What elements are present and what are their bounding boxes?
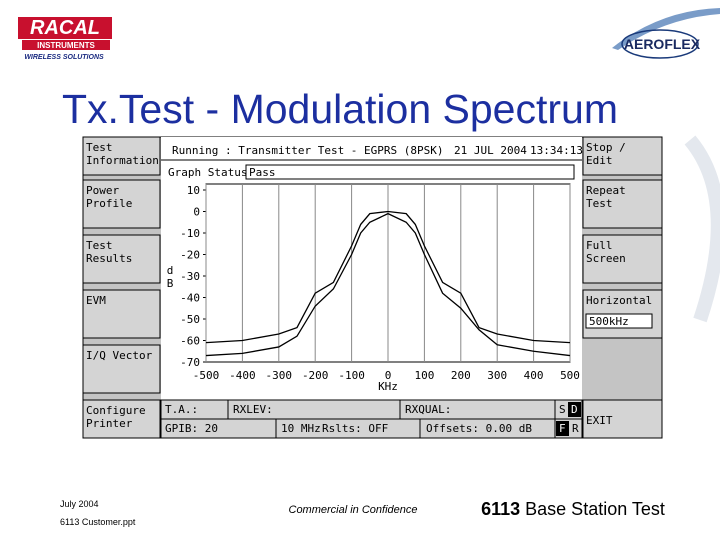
status-field bbox=[245, 164, 575, 180]
x-tick-label: -400 bbox=[229, 369, 256, 382]
horizontal-value: 500kHz bbox=[589, 315, 629, 328]
soft-key-label: Screen bbox=[586, 252, 626, 265]
x-tick-label: 400 bbox=[524, 369, 544, 382]
series-line bbox=[205, 210, 571, 344]
y-tick-label: -10 bbox=[180, 227, 200, 240]
soft-key[interactable] bbox=[582, 179, 663, 229]
soft-key-label: EVM bbox=[86, 294, 106, 307]
logo-line: WIRELESS SOLUTIONS bbox=[24, 54, 104, 61]
soft-key-label: Stop / bbox=[586, 141, 626, 154]
time: 13:34:13 bbox=[530, 144, 583, 157]
ref: 10 MHz bbox=[281, 422, 321, 435]
logo-name: AEROFLEX bbox=[624, 36, 701, 52]
x-tick-label: -100 bbox=[338, 369, 365, 382]
y-axis-label: dB bbox=[164, 264, 177, 290]
y-tick-label: 0 bbox=[193, 206, 200, 219]
soft-key-label: Test bbox=[86, 141, 113, 154]
soft-key[interactable] bbox=[82, 344, 161, 394]
soft-key[interactable] bbox=[582, 136, 663, 176]
gpib: GPIB: 20 bbox=[165, 422, 218, 435]
flag-box bbox=[568, 402, 581, 417]
series-line bbox=[205, 212, 571, 357]
slide-title: Tx.Test - Modulation Spectrum bbox=[62, 86, 618, 132]
soft-key[interactable] bbox=[82, 289, 161, 339]
status-text: Running : Transmitter Test - EGPRS (8PSK… bbox=[172, 144, 444, 157]
f-flag: F bbox=[559, 422, 566, 435]
soft-key-label: Configure bbox=[86, 404, 146, 417]
product-number: 6113 bbox=[481, 499, 520, 519]
logo-line: INSTRUMENTS bbox=[37, 41, 95, 50]
instrument-screen: Running : Transmitter Test - EGPRS (8PSK… bbox=[82, 136, 663, 439]
soft-key-label: Information bbox=[86, 154, 159, 167]
exit-key[interactable] bbox=[582, 399, 663, 439]
x-tick-label: 0 bbox=[385, 369, 392, 382]
x-tick-label: -300 bbox=[266, 369, 293, 382]
date: 21 JUL 2004 bbox=[454, 144, 527, 157]
footer-confidential: Commercial in Confidence bbox=[289, 504, 418, 516]
soft-key-label: Full bbox=[586, 239, 613, 252]
rxlev: RXLEV: bbox=[233, 403, 273, 416]
soft-key-label: Results bbox=[86, 252, 132, 265]
graph-status-label: Graph Status bbox=[168, 166, 247, 179]
horizontal-field bbox=[585, 313, 653, 329]
soft-key[interactable] bbox=[82, 234, 161, 284]
soft-key-label: Power bbox=[86, 184, 119, 197]
y-tick-label: -20 bbox=[180, 249, 200, 262]
r-flag: R bbox=[572, 422, 579, 435]
x-tick-label: 100 bbox=[414, 369, 434, 382]
x-tick-label: -200 bbox=[302, 369, 329, 382]
x-axis-label: KHz bbox=[378, 380, 398, 393]
x-tick-label: 300 bbox=[487, 369, 507, 382]
soft-key[interactable] bbox=[82, 399, 161, 439]
x-tick-label: 200 bbox=[451, 369, 471, 382]
soft-key-label: Horizontal bbox=[586, 294, 652, 307]
logo-box bbox=[18, 17, 112, 39]
logo-name: RACAL bbox=[30, 17, 100, 39]
footer-date: July 2004 bbox=[60, 499, 99, 509]
y-tick-label: -40 bbox=[180, 292, 200, 305]
s-flag: S bbox=[559, 403, 566, 416]
logo-ring bbox=[621, 29, 699, 59]
y-tick-label: 10 bbox=[187, 184, 200, 197]
soft-key-label: I/Q Vector bbox=[86, 349, 153, 362]
x-tick-label: -500 bbox=[193, 369, 220, 382]
soft-key-label: Edit bbox=[586, 154, 613, 167]
decor bbox=[684, 135, 720, 323]
soft-key-label: Profile bbox=[86, 197, 132, 210]
soft-key-label: Test bbox=[586, 197, 613, 210]
results: Rslts: OFF bbox=[322, 422, 388, 435]
soft-key-label: Repeat bbox=[586, 184, 626, 197]
soft-key[interactable] bbox=[582, 234, 663, 284]
d-flag: D bbox=[571, 403, 578, 416]
y-tick-label: -30 bbox=[180, 270, 200, 283]
y-tick-label: -70 bbox=[180, 356, 200, 369]
logo-band bbox=[22, 40, 110, 50]
footer-file: 6113 Customer.ppt bbox=[60, 517, 136, 527]
x-tick-label: 500 bbox=[560, 369, 580, 382]
ta: T.A.: bbox=[165, 403, 198, 416]
rxqual: RXQUAL: bbox=[405, 403, 451, 416]
offsets: Offsets: 0.00 dB bbox=[426, 422, 532, 435]
footer-product: 6113 Base Station Test bbox=[481, 499, 665, 519]
y-tick-label: -60 bbox=[180, 335, 200, 348]
soft-key[interactable] bbox=[82, 179, 161, 229]
flag-box bbox=[556, 421, 569, 436]
y-tick-label: -50 bbox=[180, 313, 200, 326]
exit-label: EXIT bbox=[586, 414, 613, 427]
soft-key[interactable] bbox=[82, 136, 161, 176]
product-name: Base Station Test bbox=[525, 499, 665, 519]
graph-status: Pass bbox=[249, 166, 276, 179]
soft-key-label: Printer bbox=[86, 417, 133, 430]
soft-key-label: Test bbox=[86, 239, 113, 252]
